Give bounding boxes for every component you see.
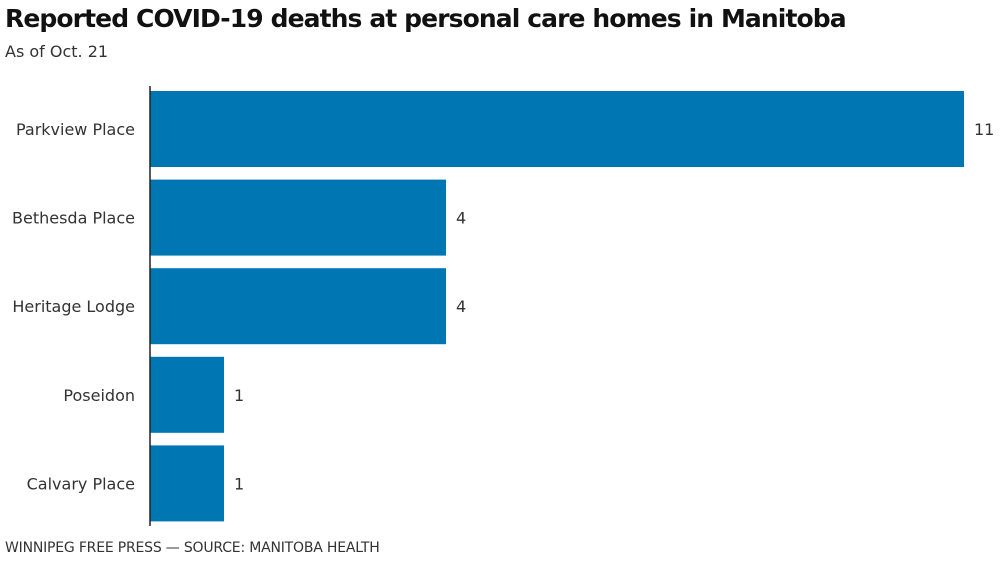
value-label: 1	[234, 474, 244, 493]
category-label: Bethesda Place	[12, 209, 135, 228]
category-label: Calvary Place	[27, 474, 135, 493]
value-label: 4	[456, 297, 466, 316]
category-label: Poseidon	[63, 386, 135, 405]
bar-parkview-place	[150, 91, 964, 167]
chart-subtitle: As of Oct. 21	[5, 42, 109, 61]
value-label: 4	[456, 209, 466, 228]
bar-bethesda-place	[150, 179, 446, 256]
chart-title: Reported COVID-19 deaths at personal car…	[5, 4, 847, 33]
category-label: Parkview Place	[16, 120, 135, 139]
bar-poseidon	[150, 356, 224, 433]
value-label: 11	[974, 120, 994, 139]
bar-calvary-place	[150, 445, 224, 522]
bar-heritage-lodge	[150, 268, 446, 345]
source-credit: WINNIPEG FREE PRESS — SOURCE: MANITOBA H…	[5, 540, 380, 556]
category-label: Heritage Lodge	[12, 297, 135, 316]
value-label: 1	[234, 386, 244, 405]
